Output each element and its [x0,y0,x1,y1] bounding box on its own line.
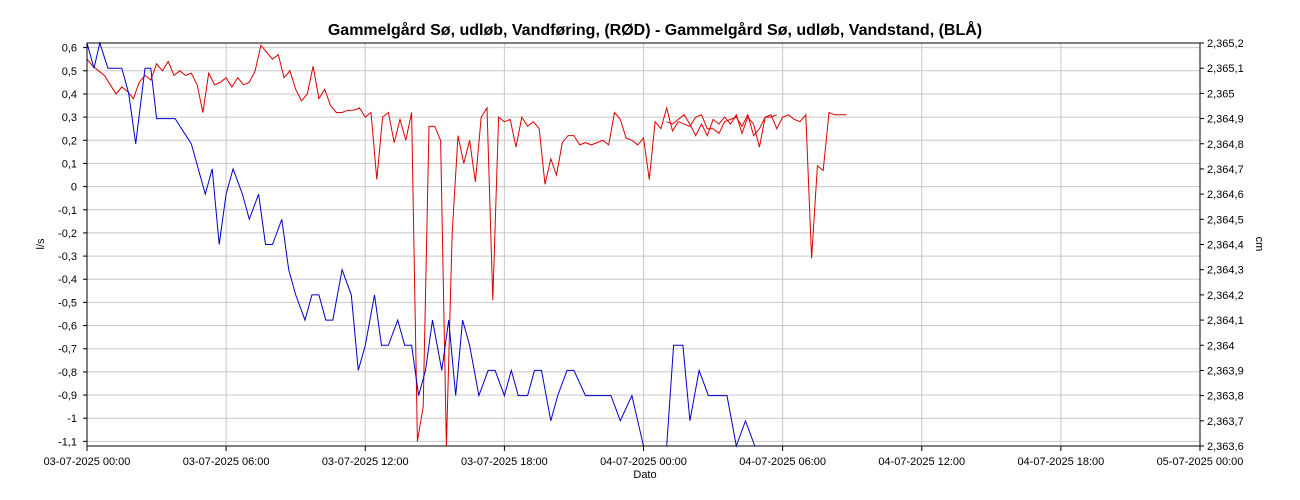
right-tick-label: 2,364,9 [1207,114,1244,126]
series-layer [86,41,847,448]
x-tick-label: 04-07-2025 06:00 [739,456,826,468]
left-tick-label: -0,3 [58,251,77,263]
right-tick-label: 2,364,2 [1207,290,1244,302]
left-tick-label: 0 [71,182,77,194]
right-tick-label: 2,364,1 [1207,315,1244,327]
right-tick-label: 2,365,2 [1207,38,1244,50]
left-tick-label: -0,6 [58,321,77,333]
right-tick-label: 2,363,8 [1207,391,1244,403]
x-tick-label: 03-07-2025 12:00 [322,456,409,468]
left-axis: 0,6 0,5 0,4 0,3 0,2 0,1 0 -0,1 -0,2 -0,3 -0,4 -0,5 -… [58,43,87,448]
right-tick-label: 2,364,6 [1207,189,1244,201]
right-tick-label: 2,364,4 [1207,240,1244,252]
left-tick-label: 0,2 [62,135,77,147]
right-tick-label: 2,364,5 [1207,214,1244,226]
vandstand-series-line [86,41,771,448]
chart-title: Gammelgård Sø, udløb, Vandføring, (RØD) … [328,20,982,39]
left-tick-label: 0,3 [62,112,77,124]
left-tick-label: -0,5 [58,297,77,309]
right-tick-label: 2,363,7 [1207,416,1244,428]
grid [87,43,1200,446]
right-tick-label: 2,364 [1207,340,1235,352]
x-tick-label: 04-07-2025 18:00 [1017,456,1104,468]
left-tick-label: -0,1 [58,205,77,217]
vandforing-series-line [86,44,777,447]
left-tick-label: 0,5 [62,66,77,78]
right-axis-title: cm [1253,237,1265,252]
vandforing-series-line [666,111,847,259]
right-tick-label: 2,364,7 [1207,164,1244,176]
left-tick-label: -1,1 [58,436,77,448]
right-axis: 2,365,2 2,365,1 2,365 2,364,9 2,364,8 2,364,7… [1200,38,1244,453]
x-tick-label: 03-07-2025 00:00 [44,456,131,468]
x-tick-label: 05-07-2025 00:00 [1157,456,1244,468]
left-tick-label: -0,2 [58,228,77,240]
right-tick-label: 2,365,1 [1207,63,1244,75]
left-tick-label: -0,7 [58,344,77,356]
right-tick-label: 2,363,9 [1207,365,1244,377]
left-tick-label: -1 [67,413,77,425]
left-tick-label: 0,1 [62,158,77,170]
left-tick-label: 0,4 [62,89,77,101]
left-tick-label: -0,4 [58,274,77,286]
x-axis: 03-07-2025 00:00 03-07-2025 06:00 03-07-20… [44,446,1244,468]
x-tick-label: 03-07-2025 06:00 [183,456,270,468]
x-tick-label: 04-07-2025 00:00 [600,456,687,468]
left-axis-title: l/s [35,238,47,250]
right-tick-label: 2,365 [1207,88,1235,100]
right-tick-label: 2,363,6 [1207,441,1244,453]
left-tick-label: 0,6 [62,43,77,55]
left-tick-label: -0,8 [58,367,77,379]
x-tick-label: 04-07-2025 12:00 [878,456,965,468]
x-axis-title: Dato [633,469,656,481]
left-tick-label: -0,9 [58,390,77,402]
x-tick-label: 03-07-2025 18:00 [461,456,548,468]
right-tick-label: 2,364,8 [1207,139,1244,151]
right-tick-label: 2,364,3 [1207,265,1244,277]
